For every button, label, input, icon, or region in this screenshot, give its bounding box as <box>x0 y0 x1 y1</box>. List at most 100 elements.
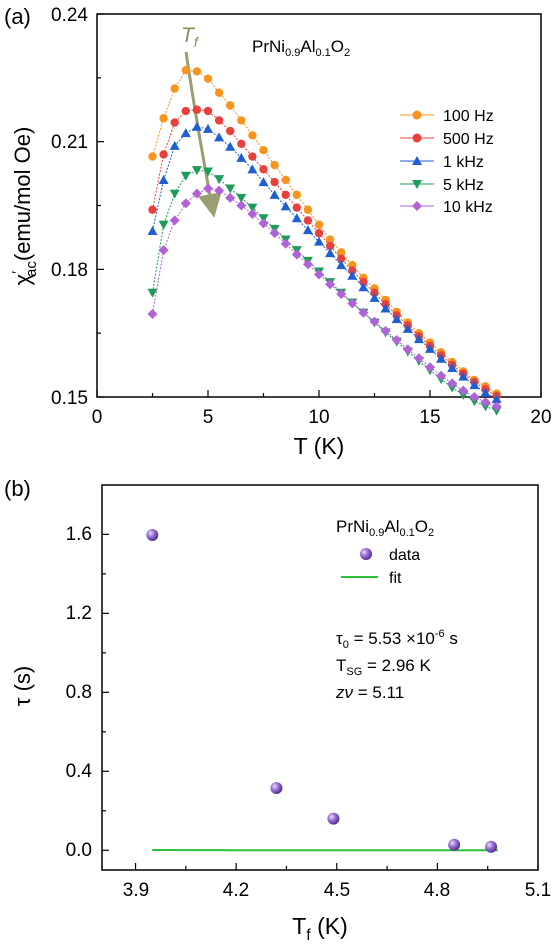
panel-b-series <box>146 528 498 853</box>
data-point <box>214 175 225 185</box>
data-point <box>369 316 380 327</box>
legend-item-10khz: 10 kHz <box>400 199 493 216</box>
data-point <box>327 812 340 825</box>
data-point <box>236 193 247 203</box>
x-tick-label: 5.1 <box>525 880 551 901</box>
y-tick-label: 0.21 <box>51 132 88 153</box>
data-point <box>159 114 168 123</box>
data-point <box>192 67 202 76</box>
series-line <box>152 187 497 407</box>
data-point <box>337 248 346 257</box>
y-tick-label: 1.6 <box>66 524 92 545</box>
data-point <box>281 175 290 185</box>
legend-item-500hz: 500 Hz <box>400 131 494 148</box>
data-point <box>359 277 368 287</box>
data-point <box>292 190 301 200</box>
data-point <box>480 387 491 397</box>
data-point <box>247 203 258 213</box>
data-point <box>402 344 413 355</box>
data-point <box>425 343 435 353</box>
data-point <box>314 236 324 246</box>
panel-b-compound: PrNi0.9Al0.1O2 <box>336 517 434 539</box>
legend-item-100hz: 100 Hz <box>400 108 494 125</box>
legend-label: 1 kHz <box>443 154 484 171</box>
data-point <box>369 292 380 302</box>
data-point <box>269 228 280 239</box>
x-tick-label: 4.5 <box>324 880 350 901</box>
y-tick-label: 0.4 <box>66 761 93 782</box>
param-tau0: τ0 = 5.53 ×10-6 s <box>336 628 458 651</box>
data-point <box>314 220 324 229</box>
panel-a-xticks: 0 5 10 15 20 <box>92 407 552 428</box>
panel-a-series <box>147 65 502 416</box>
data-point <box>469 380 480 390</box>
data-point <box>347 270 358 280</box>
data-point <box>302 225 313 235</box>
data-point <box>181 65 190 75</box>
data-point <box>191 121 202 131</box>
data-point <box>291 249 302 260</box>
x-tick-label: 0 <box>92 407 103 428</box>
data-point <box>247 164 258 174</box>
data-point <box>436 370 447 381</box>
data-point <box>380 303 391 313</box>
data-point <box>203 106 213 116</box>
data-point <box>291 213 302 223</box>
data-point <box>248 152 257 161</box>
data-point <box>146 528 159 541</box>
legend-label: 100 Hz <box>443 108 494 125</box>
panel-b-frame <box>101 484 539 871</box>
data-point <box>247 209 258 220</box>
data-point <box>258 177 269 187</box>
data-point <box>391 314 402 324</box>
data-point <box>169 140 180 150</box>
legend-label: 10 kHz <box>443 199 493 216</box>
data-point <box>158 220 169 230</box>
data-point <box>226 126 235 136</box>
data-point <box>214 185 225 196</box>
data-point <box>337 254 346 263</box>
x-tick-label: 4.2 <box>223 880 249 901</box>
data-point <box>270 177 279 187</box>
data-point <box>258 218 269 229</box>
panel-b-tick-marks <box>102 533 539 870</box>
panel-b-xticks: 3.9 4.2 4.5 4.8 5.1 <box>123 880 551 901</box>
data-point <box>225 141 236 151</box>
data-point <box>425 362 435 373</box>
data-point <box>281 190 290 200</box>
data-point <box>336 260 347 270</box>
data-point <box>214 116 224 125</box>
panel-a-yticks: 0.15 0.18 0.21 0.24 <box>51 5 88 409</box>
data-point <box>447 363 458 373</box>
legend-label: 500 Hz <box>443 131 494 148</box>
data-point <box>214 88 224 97</box>
y-tick-label: 0.15 <box>51 388 88 409</box>
data-point <box>237 116 246 125</box>
data-point <box>447 378 458 389</box>
data-point <box>147 309 158 320</box>
data-point <box>458 385 469 396</box>
data-point <box>147 226 158 236</box>
data-point <box>480 397 491 408</box>
data-point <box>237 139 246 148</box>
data-point <box>169 215 180 226</box>
x-tick-label: 5 <box>203 407 214 428</box>
data-point <box>148 152 157 161</box>
data-point <box>485 840 498 853</box>
data-point <box>191 188 202 199</box>
data-point <box>203 183 213 194</box>
data-point <box>448 838 461 851</box>
data-point <box>158 245 169 256</box>
data-point <box>491 394 502 404</box>
data-point <box>180 198 191 209</box>
x-tick-label: 15 <box>419 407 440 428</box>
data-point <box>270 782 283 795</box>
panel-b-legend: PrNi0.9Al0.1O2 data fit <box>336 517 434 587</box>
data-point <box>180 128 191 138</box>
data-point <box>325 279 336 290</box>
data-point <box>302 259 313 270</box>
y-tick-label: 0.8 <box>66 682 92 703</box>
data-point <box>402 323 413 333</box>
data-point <box>170 118 179 127</box>
data-point <box>191 166 202 176</box>
